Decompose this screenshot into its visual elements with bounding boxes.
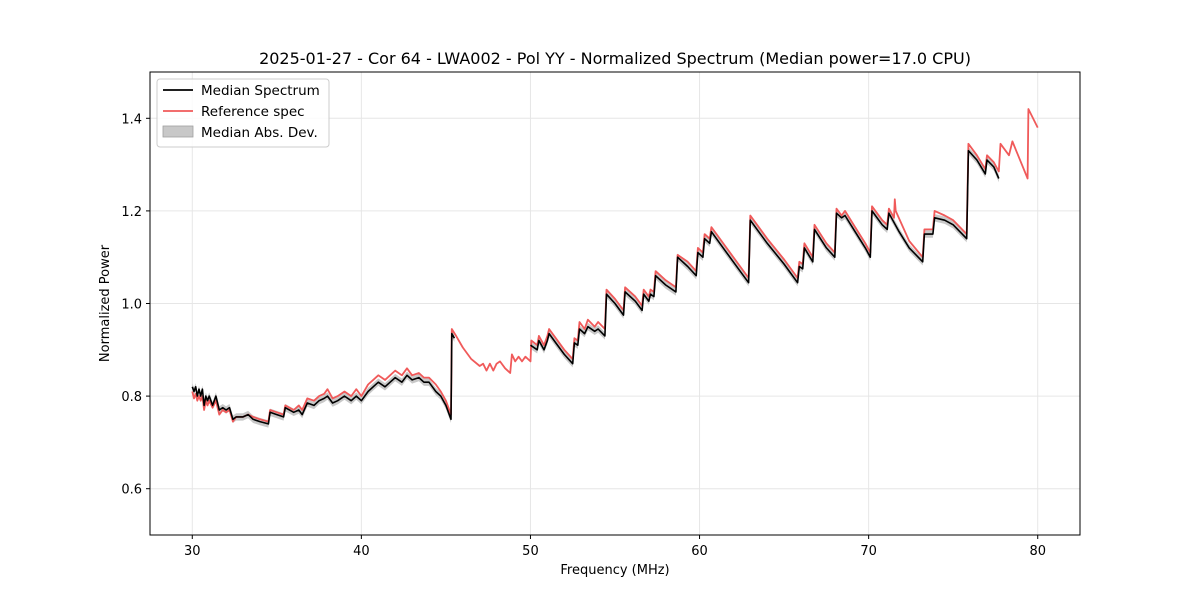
y-tick-label: 1.0 — [121, 298, 142, 313]
x-axis: 30 40 50 60 70 80 — [184, 535, 1046, 559]
chart-title: 2025-01-27 - Cor 64 - LWA002 - Pol YY - … — [259, 49, 971, 68]
median-spectrum-line — [530, 149, 1000, 365]
legend-mad-swatch — [162, 125, 194, 138]
median-spectrum-line — [191, 332, 456, 425]
x-tick-label: 30 — [184, 544, 201, 559]
y-tick-label: 1.4 — [121, 112, 142, 127]
y-tick-label: 0.6 — [121, 483, 142, 498]
x-tick-label: 80 — [1029, 544, 1046, 559]
mad-band-area — [192, 329, 455, 428]
legend-mad-label: Median Abs. Dev. — [201, 125, 318, 141]
x-tick-label: 60 — [691, 544, 708, 559]
y-axis: 0.6 0.8 1.0 1.2 1.4 — [121, 112, 150, 498]
legend-box — [156, 78, 330, 148]
y-tick-label: 0.8 — [121, 390, 142, 405]
x-tick-label: 50 — [522, 544, 539, 559]
median-spectrum-series — [191, 149, 1000, 425]
legend: Median Spectrum Reference spec Median Ab… — [156, 78, 330, 148]
legend-reference-label: Reference spec — [201, 104, 305, 120]
y-tick-label: 1.2 — [121, 205, 142, 220]
legend-median-label: Median Spectrum — [201, 83, 320, 99]
grid — [150, 72, 1080, 535]
x-tick-label: 40 — [353, 544, 370, 559]
x-axis-label: Frequency (MHz) — [560, 563, 669, 578]
y-axis-label: Normalized Power — [98, 244, 113, 362]
x-tick-label: 70 — [860, 544, 877, 559]
